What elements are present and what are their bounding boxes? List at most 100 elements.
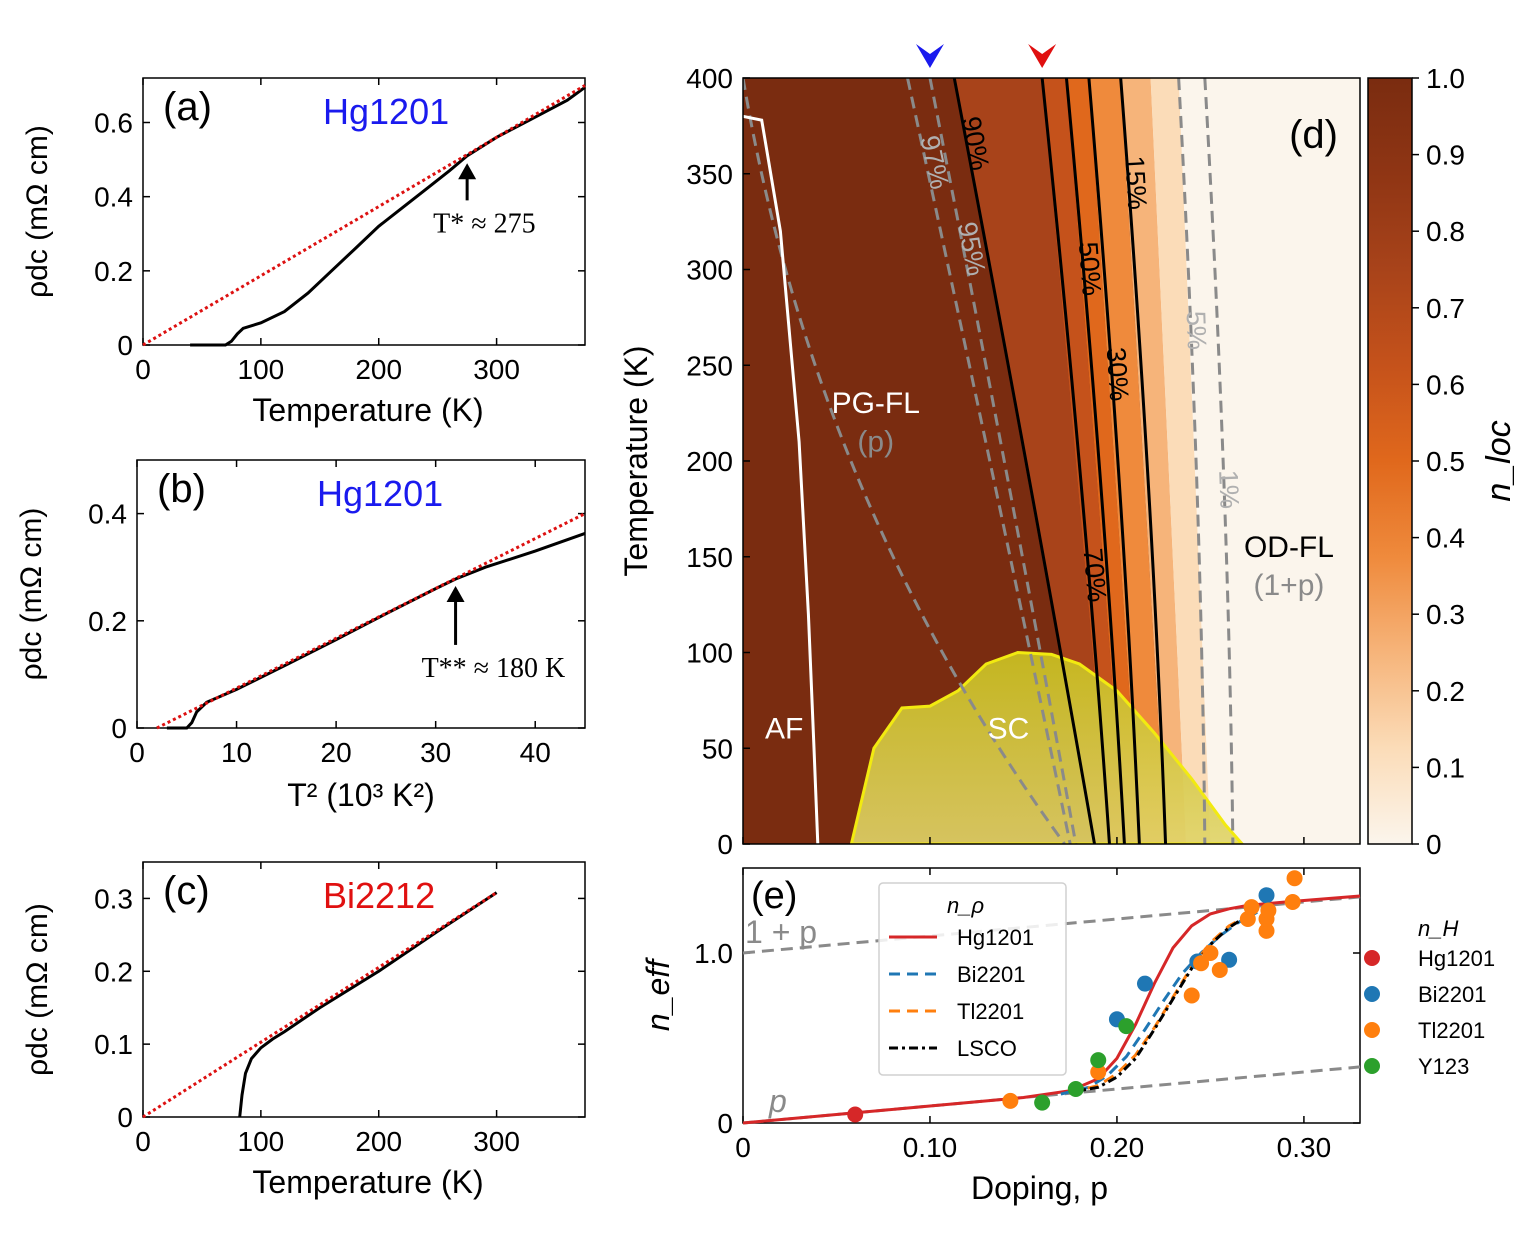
colorbar-tick-label: 0.3 [1426,599,1465,630]
x-tick-label-b: 40 [520,737,551,768]
x-tick-label-e: 0.10 [903,1132,958,1163]
colorbar-tick-label: 0.4 [1426,523,1465,554]
point-Y123 [1067,1081,1084,1097]
y-tick-label-c: 0.3 [94,883,133,914]
curve-LSCO [1069,914,1249,1094]
colorbar-tick-label: 0.1 [1426,752,1465,783]
point-Hg1201 [847,1106,864,1123]
heatmap-band [1120,78,1187,844]
panel-e: 0 0.10 0.20 0.30 0 1.0 1 + p p (e) Doping, p n_eff… [640,867,1495,1206]
point-Tl2201 [1260,902,1277,919]
x-tick-label-c: 0 [135,1126,151,1157]
axes-frame-a [142,77,586,346]
y-tick-label-a: 0.2 [94,256,133,287]
axes-frame-b [136,459,586,729]
axes-frame-e [742,867,1361,1124]
series-linear-fit-b [156,512,586,730]
y-tick-label-b: 0.4 [88,499,127,530]
colorbar-tick-label: 0 [1426,829,1442,860]
y-tick-label-d: 200 [686,446,733,477]
region-label: SC [988,713,1030,746]
region-label: PG-FL [832,387,920,420]
annotation-text-a: T* ≈ 275 [433,208,535,239]
contour-15pct [1119,78,1168,844]
doping-marker [915,44,944,68]
panel-label-b: (b) [157,467,206,511]
y-tick-label-d: 0 [717,829,733,860]
y-tick-label-a: 0.4 [94,182,133,213]
contour-label: 99% [687,92,736,153]
point-Tl2201 [1284,894,1301,910]
reference-label-p: p [768,1083,787,1119]
x-axis-label-e: Doping, p [971,1170,1108,1206]
y-tick-label-a: 0.6 [94,108,133,139]
region-label: (1+p) [1254,569,1325,602]
x-tick-label-e: 0 [735,1132,751,1163]
colorbar-label: n_loc [1480,420,1518,501]
region-label: OD-FL [1244,531,1334,564]
legend-H-entry: Bi2201 [1418,982,1487,1007]
region-label: (p) [857,425,894,458]
axes-frame-c [142,861,586,1118]
panel-d: 99%97%95%90%70%50%30%15%5%1%PG-FL(p)OD-F… [618,44,1518,860]
point-Tl2201 [1002,1092,1019,1109]
material-label-b: Hg1201 [317,473,443,514]
panel-label-c: (c) [163,869,210,913]
colorbar-tick-label: 0.7 [1426,293,1465,324]
y-tick-label-b: 0 [111,713,127,744]
x-tick-label-b: 30 [420,737,451,768]
point-Bi2201 [1136,975,1153,992]
x-tick-label-e: 0.30 [1277,1132,1332,1163]
contour-label: 15% [1119,155,1152,211]
point-Y123 [1118,1018,1135,1035]
series-linear-fit-c [142,891,498,1119]
legend-H-title: n_H [1418,916,1458,941]
y-tick-label-d: 300 [686,255,733,286]
curve-Hg1201 [742,894,1361,1125]
annotation-text-b: T** ≈ 180 K [422,653,566,684]
y-tick-label-e: 0 [717,1108,733,1139]
panel-a: 0 100 200 300 0 0.2 0.4 0.6 (a) Hg1201 Temperature… [21,77,586,428]
heatmap-band [1150,78,1211,844]
legend-H-marker [1364,1022,1380,1038]
contour-90pct [952,78,1096,844]
contour-70pct [1040,78,1111,844]
colorbar-tick-label: 0.6 [1426,369,1465,400]
point-Tl2201 [1243,899,1260,916]
x-tick-label-c: 300 [473,1126,520,1157]
point-Tl2201 [1258,922,1275,939]
x-tick-label-e: 0.20 [1090,1132,1145,1163]
material-label-a: Hg1201 [323,91,449,132]
legend-H-entry: Hg1201 [1418,946,1495,971]
heatmap-band [954,78,1110,844]
contour-99pct [743,78,1066,844]
x-tick-label-a: 0 [135,354,151,385]
x-tick-label-a: 100 [238,354,285,385]
sc-dome [849,650,1245,844]
legend-rho-entry: LSCO [957,1036,1017,1061]
x-tick-label-b: 0 [129,737,145,768]
y-tick-label-d: 350 [686,159,733,190]
y-tick-label-a: 0 [117,330,133,361]
point-Bi2201 [1221,951,1238,968]
legend-H-marker [1364,1058,1380,1074]
point-Tl2201 [1193,955,1210,972]
y-tick-label-d: 100 [686,638,733,669]
x-tick-label-b: 20 [321,737,352,768]
point-Tl2201 [1090,1064,1107,1080]
y-axis-label-c: ρdc (mΩ cm) [21,903,54,1076]
material-label-c: Bi2212 [323,875,435,916]
series-data-c [238,891,498,1118]
panel-label-a: (a) [163,85,212,129]
annotation-arrowhead-a [458,163,477,180]
x-tick-label-a: 200 [355,354,402,385]
y-axis-label-e: n_eff [640,957,676,1031]
colorbar-tick-label: 0.5 [1426,446,1465,477]
point-Tl2201 [1202,945,1219,961]
y-tick-label-d: 250 [686,350,733,381]
point-Tl2201 [1211,962,1228,978]
x-tick-label-c: 100 [238,1126,285,1157]
contour-30pct [1087,78,1141,844]
x-axis-label-c: Temperature (K) [252,1164,483,1200]
curve-Bi2201 [1060,910,1258,1096]
